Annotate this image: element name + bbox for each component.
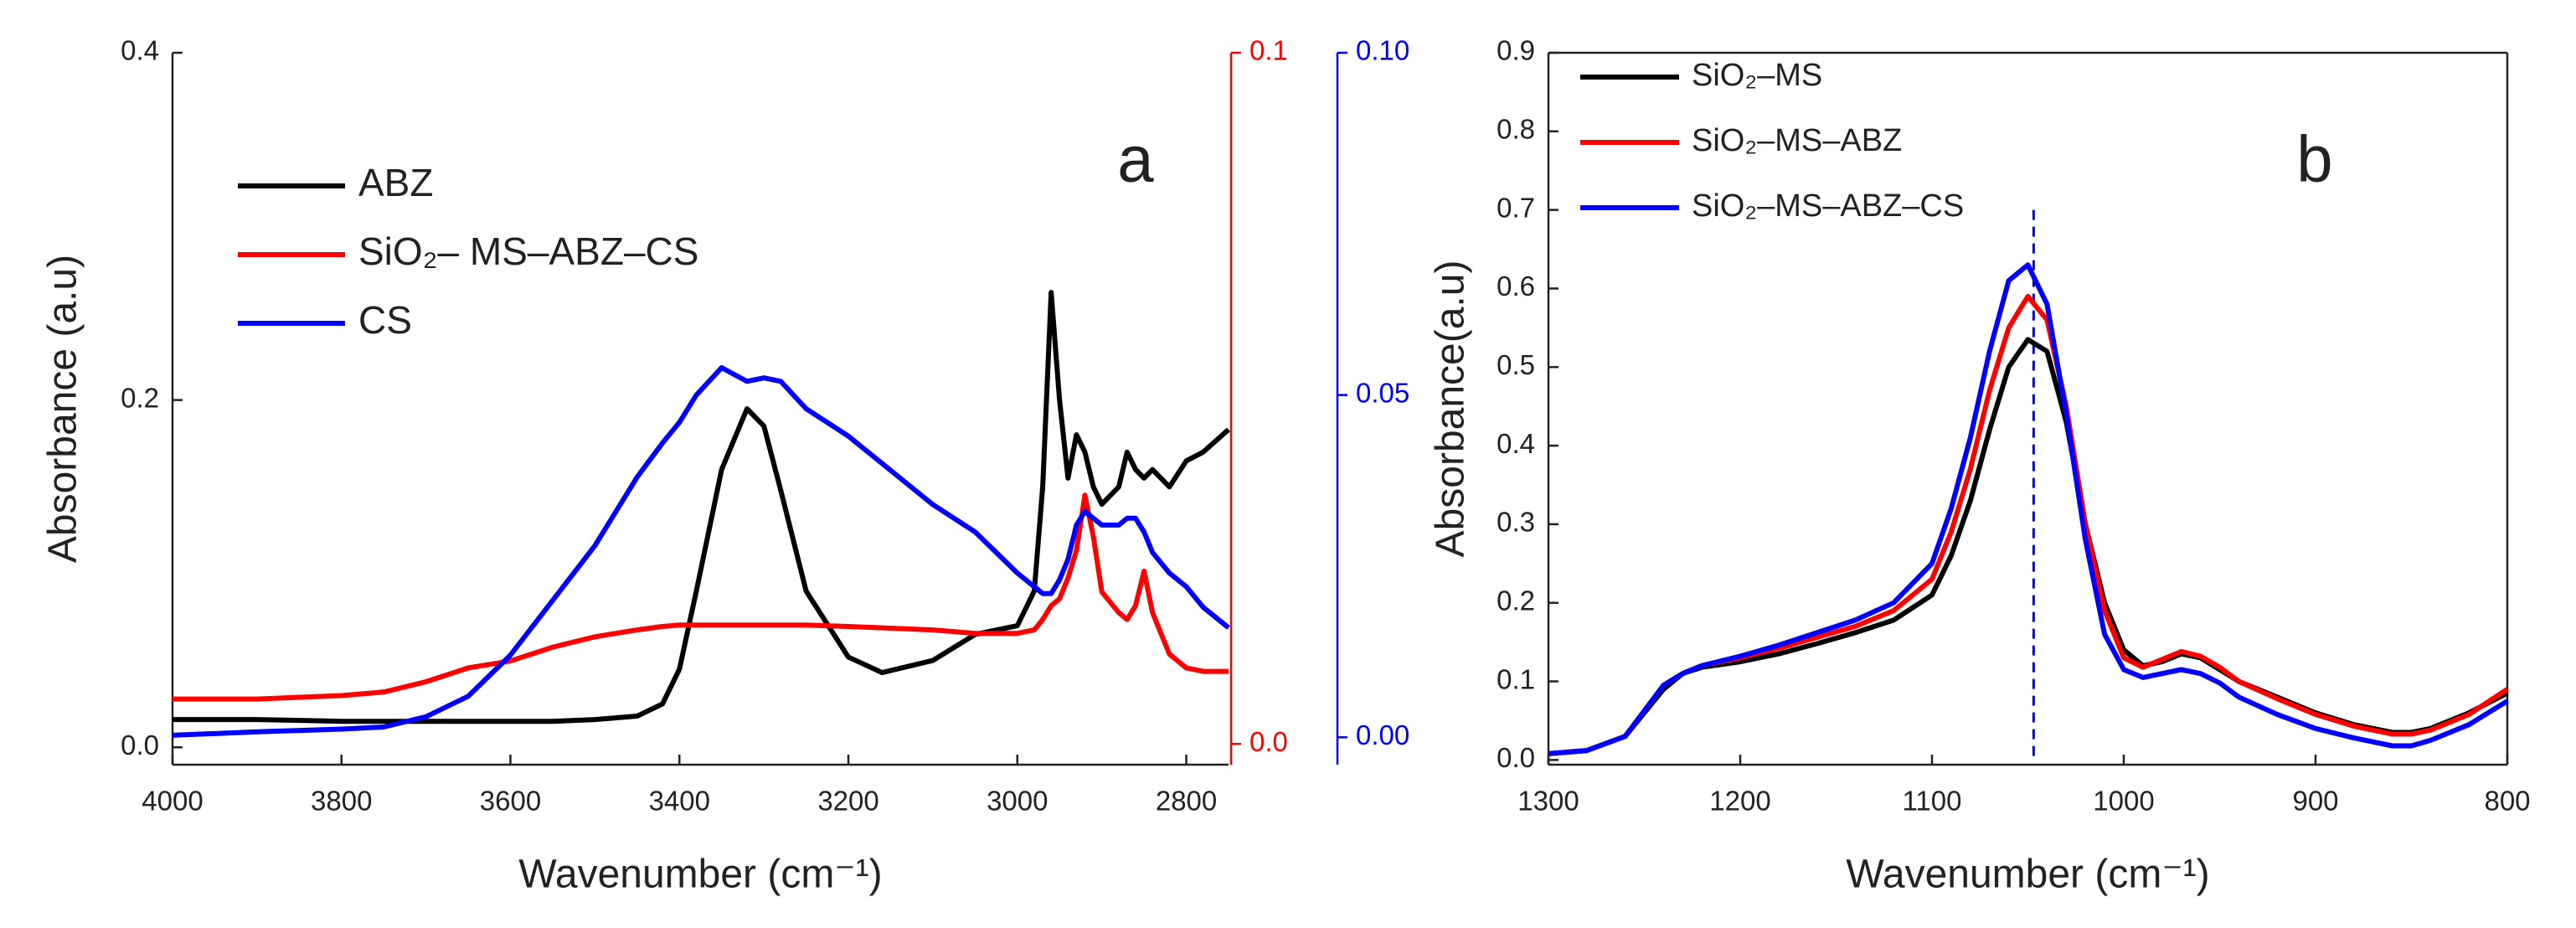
y-tick-label: 0.8: [1497, 114, 1535, 145]
x-tick-label: 3800: [311, 786, 372, 817]
x-axis-label: Wavenumber (cm⁻¹): [518, 853, 882, 897]
y2-tick-label: 0.0: [1249, 726, 1288, 757]
y3-tick-label: 0.10: [1356, 35, 1409, 66]
y-tick-label: 0.4: [121, 35, 159, 66]
legend-label: SiO₂–MS–ABZ–CS: [1692, 188, 1964, 224]
x-tick-label: 1100: [1903, 786, 1962, 817]
panel-label: b: [2296, 122, 2332, 196]
series-line: [1548, 337, 2509, 756]
x-tick-label: 2800: [1156, 786, 1217, 817]
y-axis-label: Absorbance (a.u): [41, 255, 85, 563]
x-tick-label: 3600: [480, 786, 541, 817]
y-tick-label: 0.2: [1497, 585, 1535, 616]
y3-tick-label: 0.00: [1356, 719, 1409, 750]
series-line: [1548, 293, 2509, 756]
y-tick-label: 0.2: [121, 382, 159, 413]
y-tick-label: 0.1: [1497, 663, 1535, 694]
y-tick-label: 0.5: [1497, 349, 1535, 380]
x-tick-label: 800: [2484, 786, 2530, 817]
x-tick-label: 3200: [817, 786, 878, 817]
y-tick-label: 0.0: [1497, 742, 1535, 773]
series-line: [173, 492, 1229, 702]
series-line: [173, 290, 1230, 724]
x-tick-label: 1300: [1517, 786, 1579, 817]
panel-label: a: [1117, 122, 1154, 196]
legend-label: SiO₂– MS–ABZ–CS: [358, 229, 698, 273]
x-tick-label: 1000: [2093, 786, 2154, 817]
y2-tick-label: 0.1: [1249, 35, 1288, 66]
y-tick-label: 0.0: [121, 730, 159, 760]
y-tick-label: 0.4: [1497, 428, 1535, 459]
x-axis-label: Wavenumber (cm⁻¹): [1846, 853, 2209, 897]
y-axis-label: Absorbance(a.u): [1429, 260, 1473, 558]
legend-label: SiO₂–MS–ABZ: [1692, 123, 1902, 158]
x-tick-label: 3000: [987, 786, 1048, 817]
legend-label: ABZ: [358, 161, 433, 204]
series-line: [172, 365, 1230, 738]
x-tick-label: 4000: [142, 786, 203, 817]
x-tick-label: 1200: [1709, 786, 1770, 817]
y-tick-label: 0.3: [1497, 507, 1535, 538]
y-tick-label: 0.6: [1497, 271, 1535, 302]
legend-label: SiO₂–MS: [1692, 58, 1822, 93]
y-tick-label: 0.7: [1497, 192, 1535, 223]
y-tick-label: 0.9: [1497, 35, 1535, 66]
y3-tick-label: 0.05: [1356, 377, 1409, 408]
x-tick-label: 3400: [649, 786, 710, 817]
legend-label: CS: [358, 298, 412, 342]
x-tick-label: 900: [2292, 786, 2338, 817]
series-line: [1548, 262, 2509, 756]
